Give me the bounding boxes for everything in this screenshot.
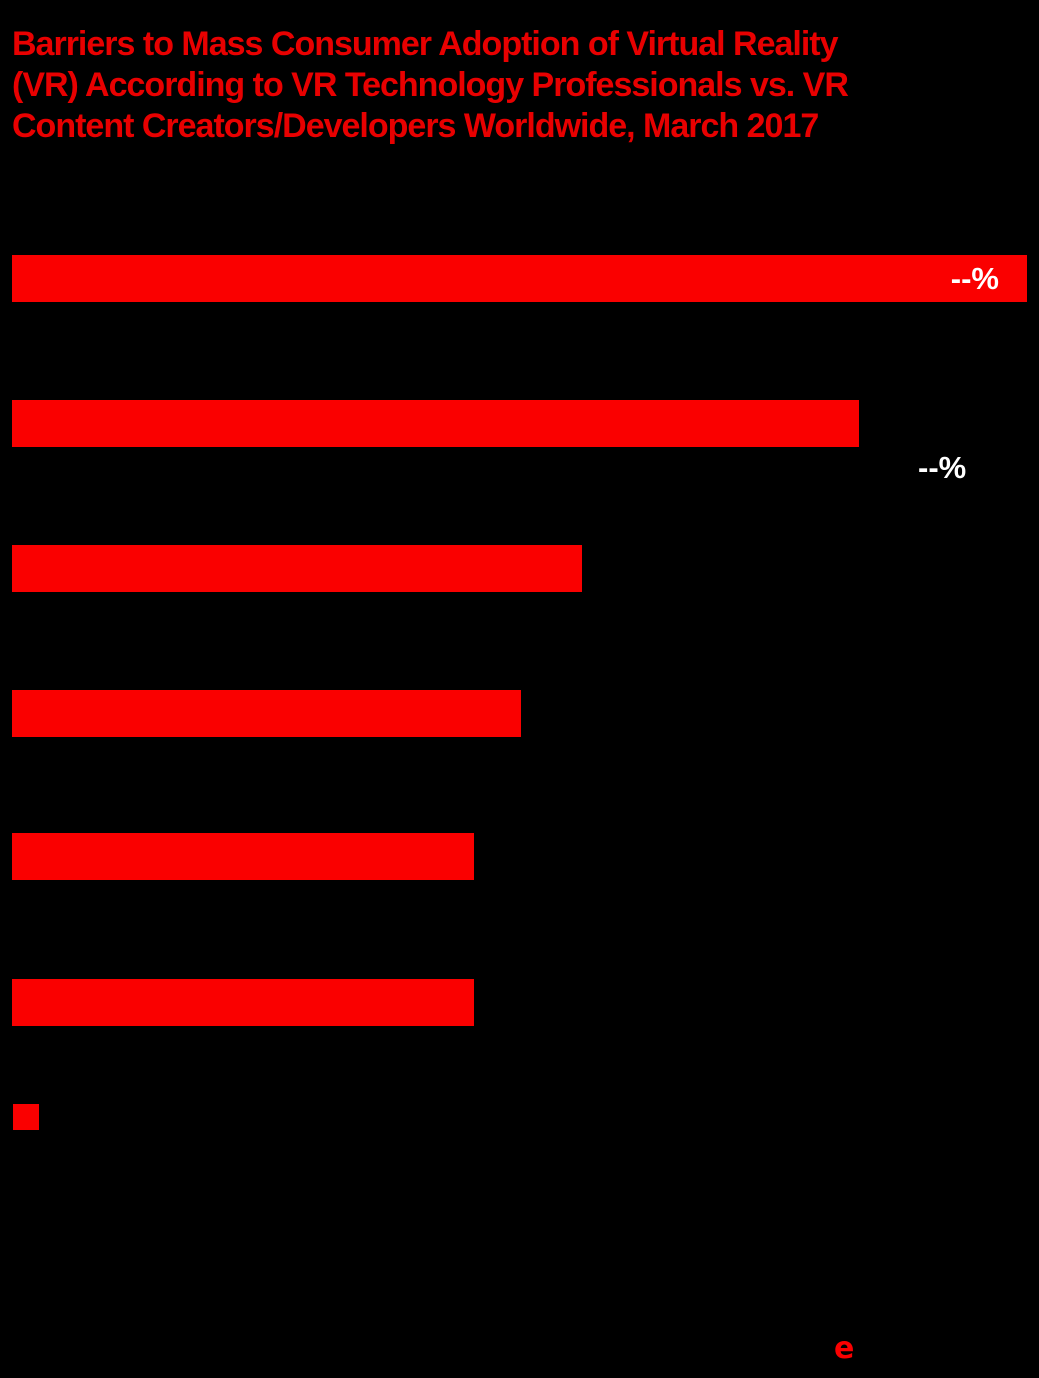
bar-row-1: --%: [12, 255, 1027, 302]
legend: [13, 1104, 39, 1130]
bar-row-3: [12, 545, 582, 592]
redacted-value-label: --%: [918, 450, 967, 485]
bar-value-label-1: --%: [950, 261, 999, 296]
chart-title-line-1: Barriers to Mass Consumer Adoption of Vi…: [12, 25, 839, 63]
chart-title-line-3: Content Creators/Developers Worldwide, M…: [12, 107, 819, 145]
bar-row-5: [12, 833, 474, 880]
emarketer-logo-icon: e: [834, 1331, 855, 1366]
legend-swatch-series-1: [13, 1104, 39, 1130]
bar-row-4: [12, 690, 521, 737]
chart-title: Barriers to Mass Consumer Adoption of Vi…: [12, 24, 1032, 147]
bar-row-2: [12, 400, 859, 447]
bar-row-6: [12, 979, 474, 1026]
chart-title-line-2: (VR) According to VR Technology Professi…: [12, 66, 849, 104]
